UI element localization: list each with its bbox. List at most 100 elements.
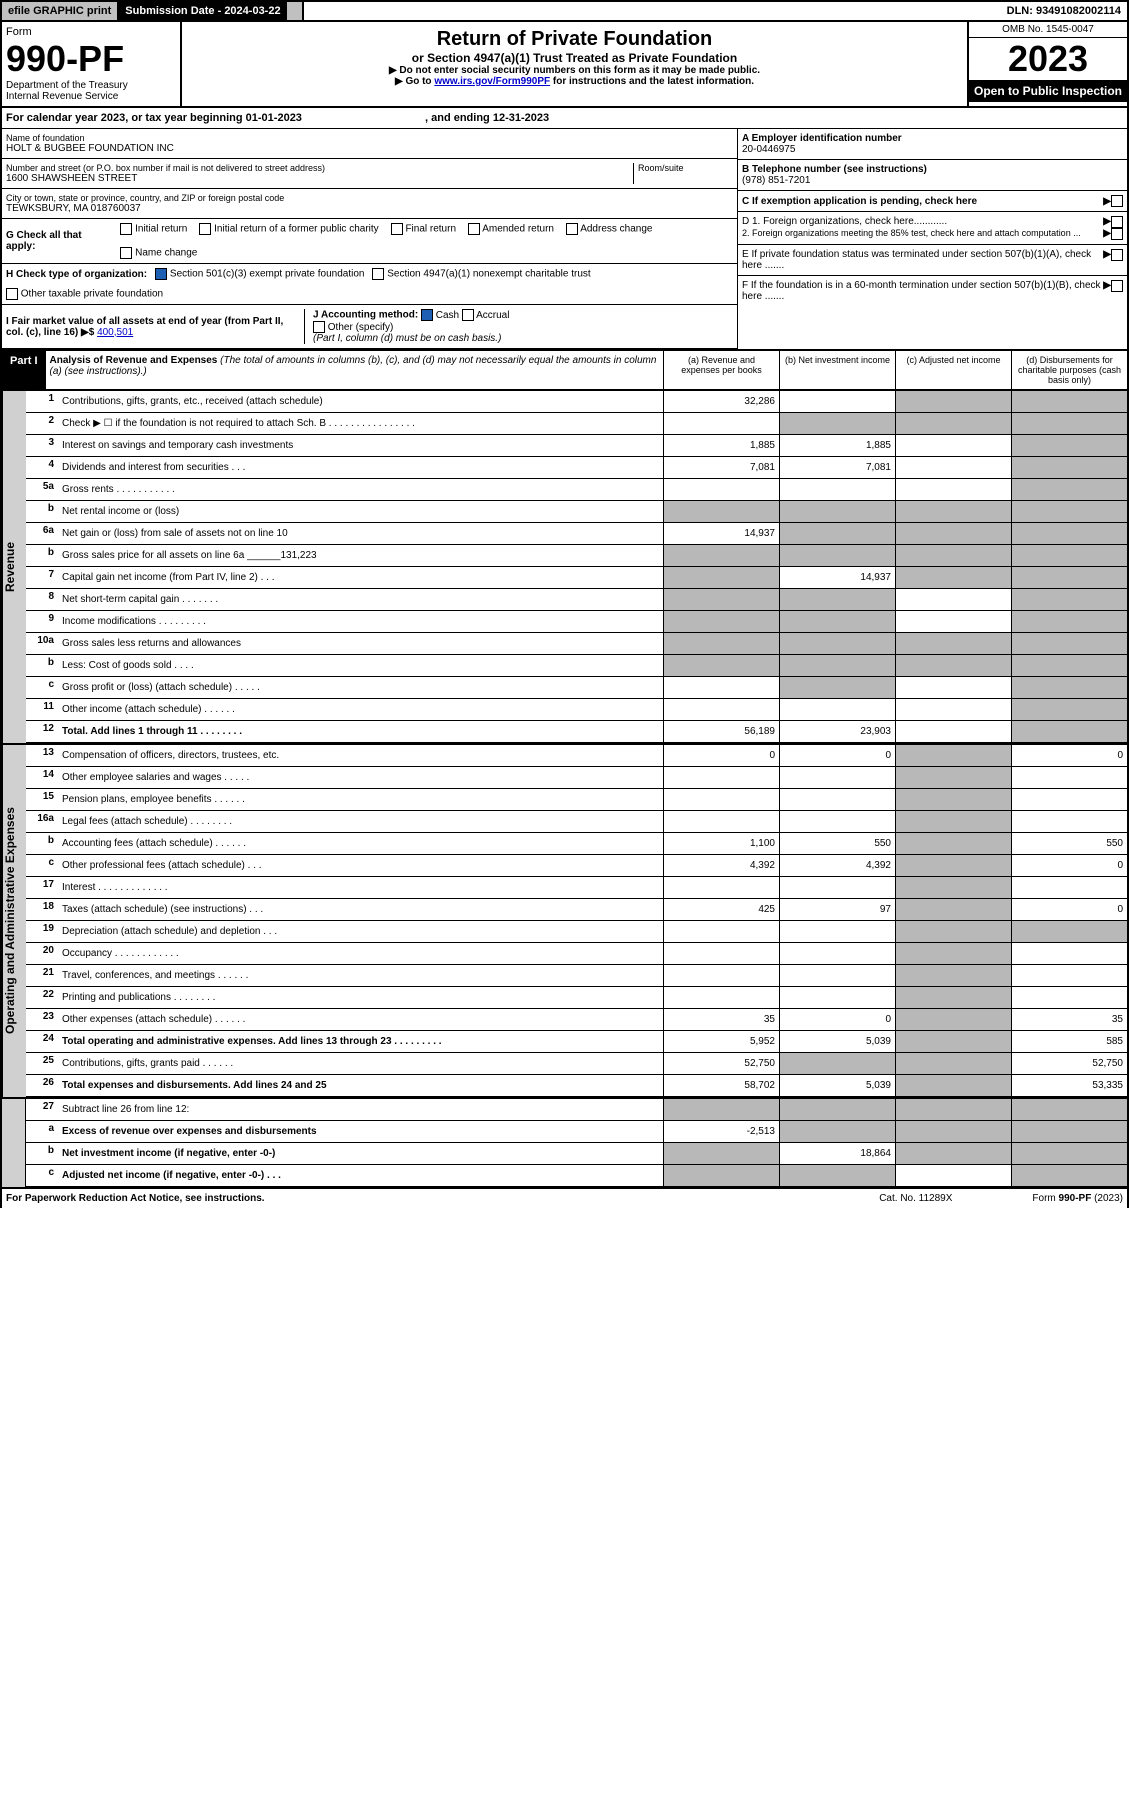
g-opt-final[interactable]: Final return	[391, 223, 456, 235]
h-opt-other[interactable]: Other taxable private foundation	[6, 288, 163, 300]
value-cell: 425	[663, 899, 779, 920]
footer-mid: Cat. No. 11289X	[879, 1193, 952, 1204]
g-opt-initial[interactable]: Initial return	[120, 223, 187, 235]
expense-rows: 13Compensation of officers, directors, t…	[26, 745, 1127, 1097]
shaded-cell	[663, 567, 779, 588]
d1-label: D 1. Foreign organizations, check here..…	[742, 216, 1103, 228]
g-opt-name[interactable]: Name change	[120, 247, 197, 259]
h-opt-501c3[interactable]: Section 501(c)(3) exempt private foundat…	[155, 268, 364, 280]
d1-checkbox[interactable]	[1111, 216, 1123, 228]
info-right: A Employer identification number 20-0446…	[737, 129, 1127, 349]
shaded-cell	[1011, 435, 1127, 456]
line-description: Legal fees (attach schedule) . . . . . .…	[58, 811, 663, 832]
value-cell: 7,081	[663, 457, 779, 478]
h-opt1-label: Section 4947(a)(1) nonexempt charitable …	[387, 269, 590, 280]
line-number: 6a	[26, 523, 58, 544]
g-opt-amended[interactable]: Amended return	[468, 223, 554, 235]
header-right: OMB No. 1545-0047 2023 Open to Public In…	[967, 22, 1127, 106]
value-cell	[663, 479, 779, 500]
value-cell: 58,702	[663, 1075, 779, 1096]
j-opt1-label: Accrual	[476, 310, 509, 321]
g-opt3-label: Amended return	[482, 224, 554, 235]
h-check-row: H Check type of organization: Section 50…	[2, 264, 737, 305]
table-row: 9Income modifications . . . . . . . . .	[26, 611, 1127, 633]
g-opt-address[interactable]: Address change	[566, 223, 653, 235]
line-description: Contributions, gifts, grants, etc., rece…	[58, 391, 663, 412]
j-opt-cash[interactable]: Cash	[421, 310, 459, 321]
value-cell: 53,335	[1011, 1075, 1127, 1096]
j-opt-accrual[interactable]: Accrual	[462, 310, 510, 321]
value-cell: 97	[779, 899, 895, 920]
value-cell	[895, 611, 1011, 632]
g-opt5-label: Name change	[135, 248, 197, 259]
c-checkbox[interactable]	[1111, 195, 1123, 207]
f-cell: F If the foundation is in a 60-month ter…	[738, 276, 1127, 306]
shaded-cell	[895, 767, 1011, 788]
line-number: 18	[26, 899, 58, 920]
line-number: 26	[26, 1075, 58, 1096]
shaded-cell	[1011, 921, 1127, 942]
line-description: Excess of revenue over expenses and disb…	[58, 1121, 663, 1142]
value-cell	[663, 811, 779, 832]
line-description: Other professional fees (attach schedule…	[58, 855, 663, 876]
shaded-cell	[779, 501, 895, 522]
bottom-spacer	[2, 1099, 26, 1187]
cal-begin: 01-01-2023	[246, 112, 302, 124]
table-row: 15Pension plans, employee benefits . . .…	[26, 789, 1127, 811]
value-cell: 0	[1011, 855, 1127, 876]
d2-checkbox[interactable]	[1111, 228, 1123, 240]
value-cell: 550	[1011, 833, 1127, 854]
shaded-cell	[895, 1053, 1011, 1074]
table-row: cGross profit or (loss) (attach schedule…	[26, 677, 1127, 699]
shaded-cell	[1011, 479, 1127, 500]
j-opt-other[interactable]: Other (specify)	[313, 322, 393, 333]
value-cell	[1011, 811, 1127, 832]
col-b-head: (b) Net investment income	[779, 351, 895, 389]
revenue-rows: 1Contributions, gifts, grants, etc., rec…	[26, 391, 1127, 743]
calendar-year-row: For calendar year 2023, or tax year begi…	[0, 108, 1129, 129]
fmv-link[interactable]: 400,501	[97, 327, 133, 338]
arrow-icon: ▶	[1103, 249, 1111, 271]
f-checkbox[interactable]	[1111, 280, 1123, 292]
value-cell: 0	[1011, 745, 1127, 766]
shaded-cell	[663, 611, 779, 632]
shaded-cell	[1011, 413, 1127, 434]
shaded-cell	[663, 589, 779, 610]
phone-value: (978) 851-7201	[742, 175, 1123, 186]
g-check-row: G Check all that apply: Initial return I…	[2, 219, 737, 264]
table-row: 26Total expenses and disbursements. Add …	[26, 1075, 1127, 1097]
efile-label: efile GRAPHIC print	[2, 2, 119, 20]
line-description: Total expenses and disbursements. Add li…	[58, 1075, 663, 1096]
irs-link[interactable]: www.irs.gov/Form990PF	[434, 76, 550, 87]
line-description: Taxes (attach schedule) (see instruction…	[58, 899, 663, 920]
value-cell	[895, 1165, 1011, 1186]
shaded-cell	[779, 1053, 895, 1074]
value-cell	[779, 921, 895, 942]
table-row: bNet rental income or (loss)	[26, 501, 1127, 523]
shaded-cell	[1011, 523, 1127, 544]
line-description: Net investment income (if negative, ente…	[58, 1143, 663, 1164]
value-cell	[1011, 877, 1127, 898]
value-cell	[663, 677, 779, 698]
table-row: 8Net short-term capital gain . . . . . .…	[26, 589, 1127, 611]
g-opt-initial-charity[interactable]: Initial return of a former public charit…	[199, 223, 378, 235]
line-number: 17	[26, 877, 58, 898]
value-cell: 4,392	[779, 855, 895, 876]
value-cell: 4,392	[663, 855, 779, 876]
value-cell: 5,952	[663, 1031, 779, 1052]
shaded-cell	[779, 1165, 895, 1186]
line-number: 11	[26, 699, 58, 720]
table-row: 17Interest . . . . . . . . . . . . .	[26, 877, 1127, 899]
line-description: Total. Add lines 1 through 11 . . . . . …	[58, 721, 663, 742]
line-description: Accounting fees (attach schedule) . . . …	[58, 833, 663, 854]
line-number: c	[26, 677, 58, 698]
shaded-cell	[895, 545, 1011, 566]
line-number: 25	[26, 1053, 58, 1074]
h-opt2-label: Other taxable private foundation	[21, 289, 163, 300]
value-cell	[663, 965, 779, 986]
shaded-cell	[895, 921, 1011, 942]
e-checkbox[interactable]	[1111, 249, 1123, 261]
line-description: Travel, conferences, and meetings . . . …	[58, 965, 663, 986]
table-row: 22Printing and publications . . . . . . …	[26, 987, 1127, 1009]
h-opt-4947[interactable]: Section 4947(a)(1) nonexempt charitable …	[372, 268, 590, 280]
